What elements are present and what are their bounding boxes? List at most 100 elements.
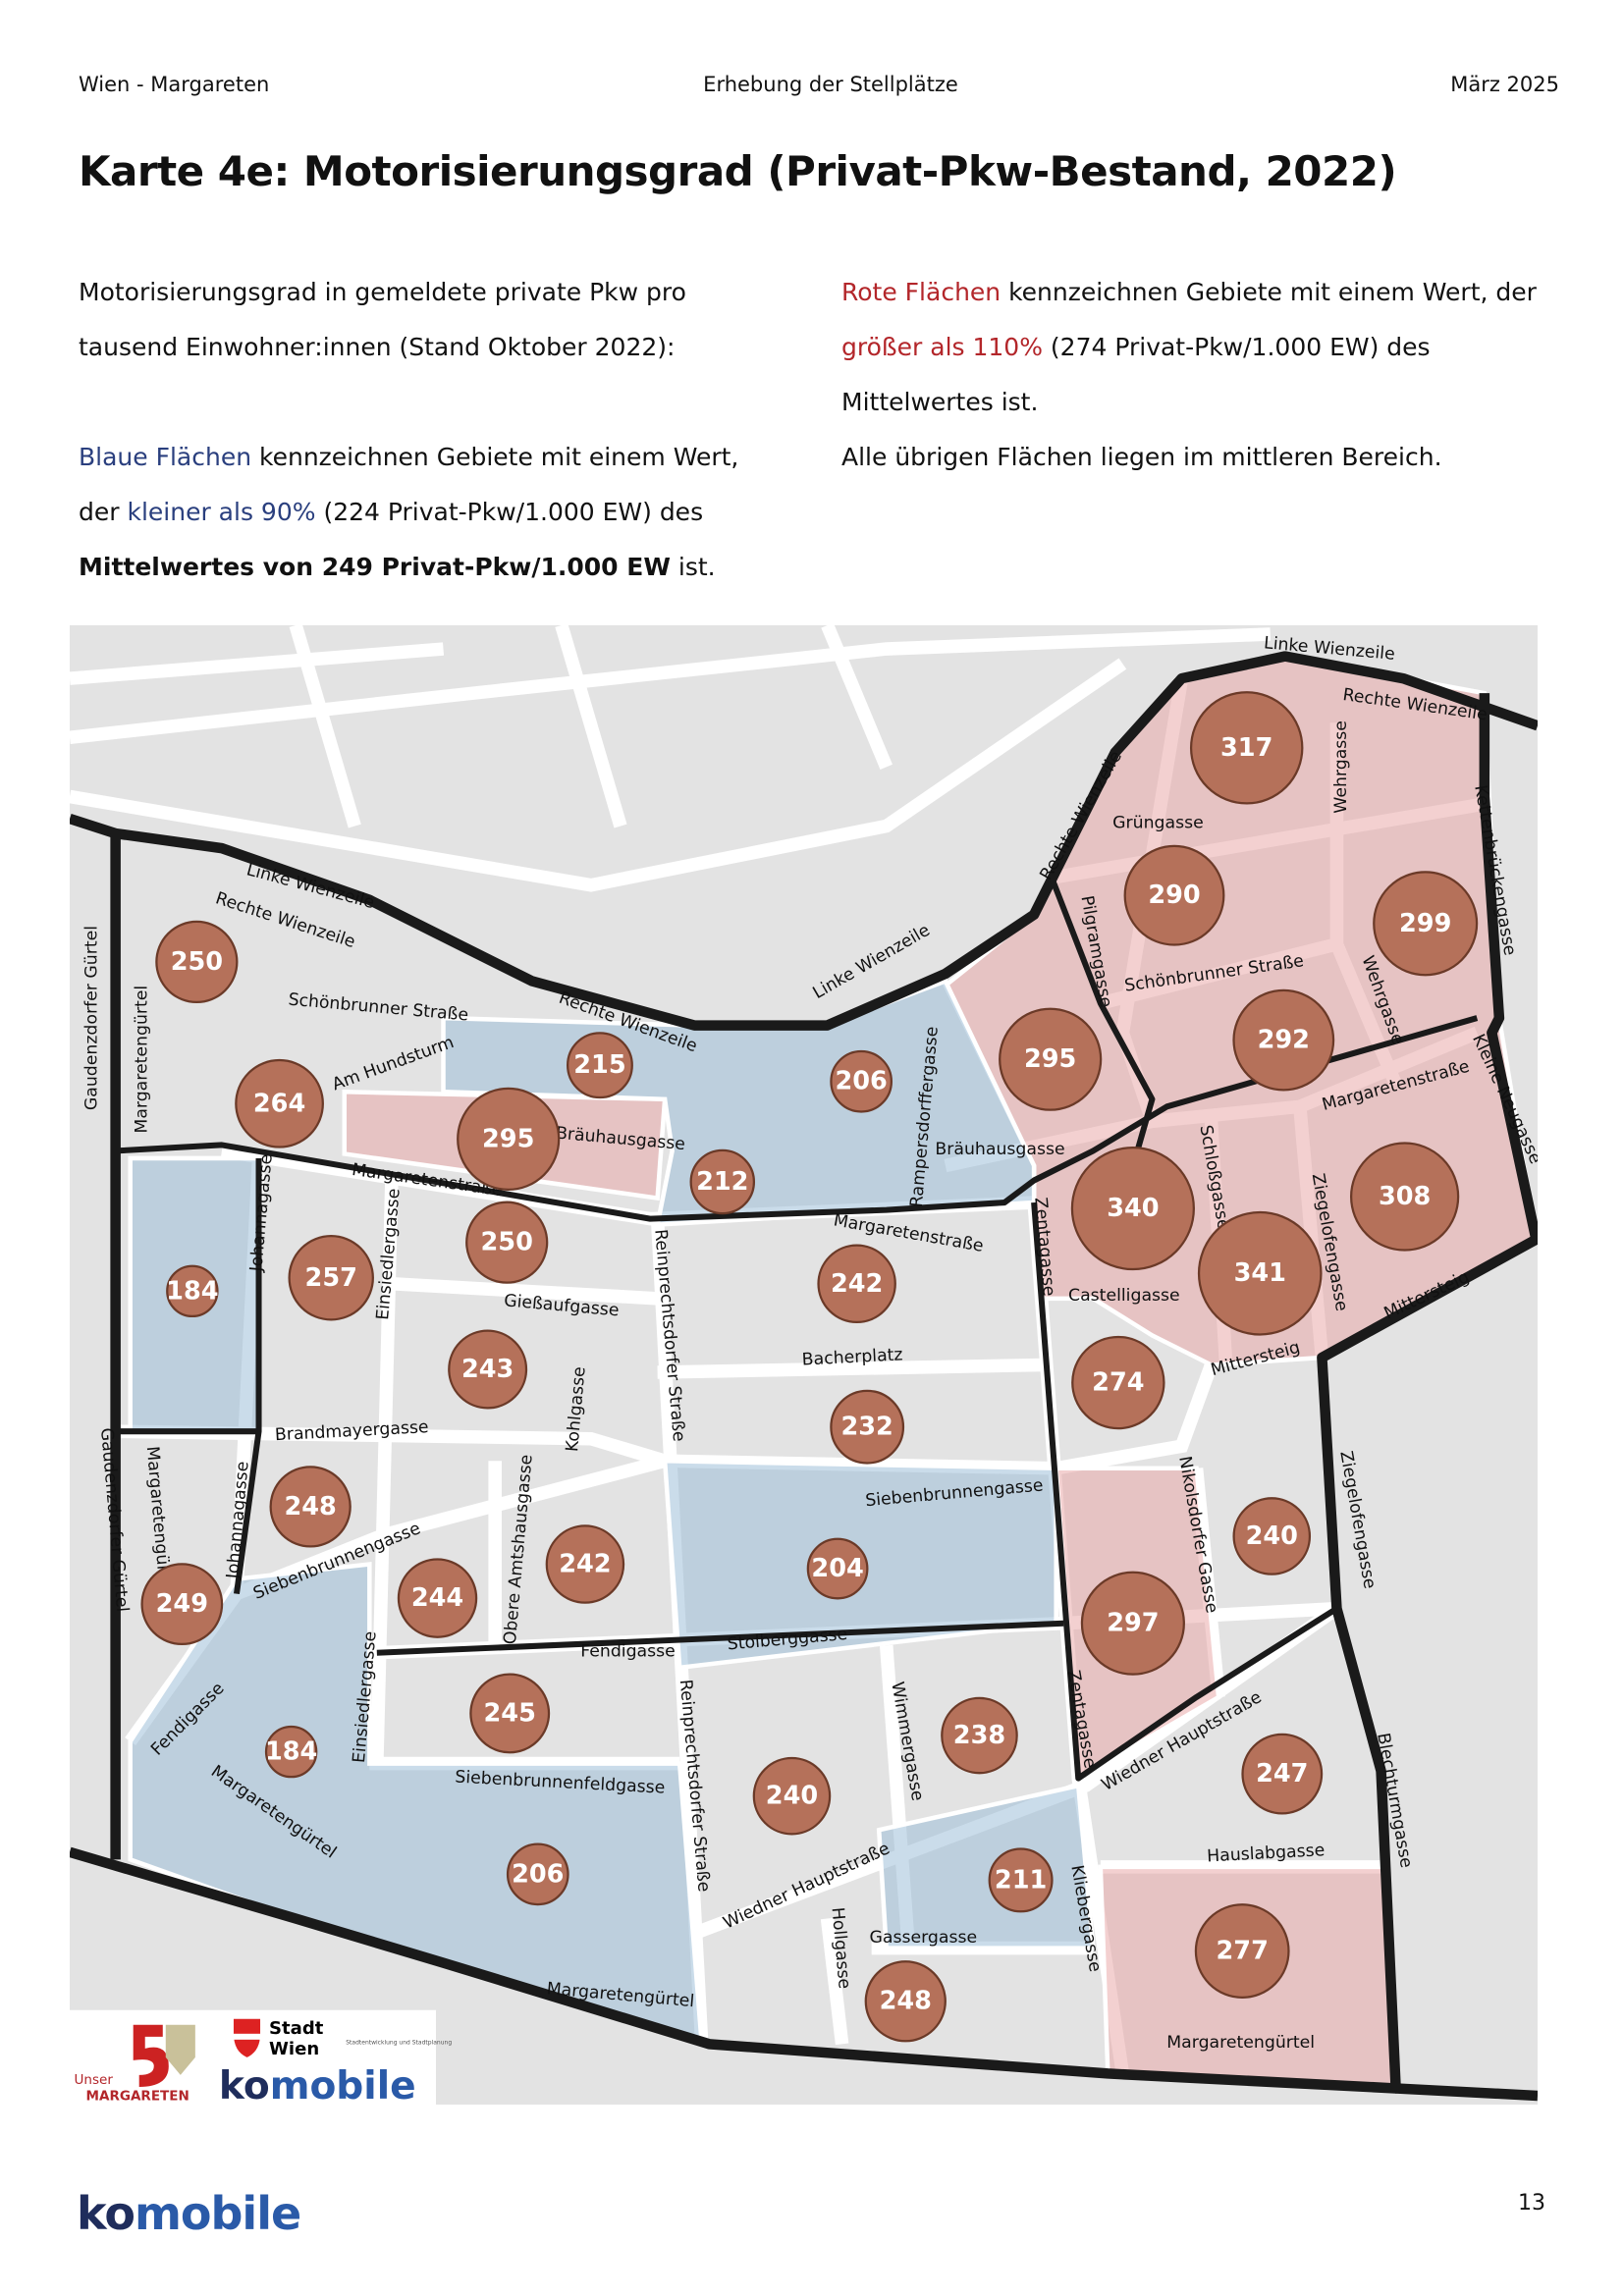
- area-value: 340: [1107, 1194, 1159, 1223]
- street-label: Fendigasse: [580, 1641, 676, 1661]
- area-circle: [506, 1842, 569, 1906]
- street-label: Wehrgasse: [1331, 721, 1351, 814]
- area-value: 257: [305, 1263, 357, 1293]
- area-value: 248: [285, 1492, 337, 1522]
- area-circle: [752, 1756, 832, 1836]
- area-value: 295: [482, 1124, 534, 1153]
- area-circle: [155, 920, 239, 1004]
- text-span: kennzeichnen Gebiete mit einem Wert, der: [1001, 278, 1537, 306]
- area-value: 240: [766, 1782, 818, 1811]
- area-circle: [465, 1201, 549, 1284]
- street-label: Margaretengürtel: [133, 986, 152, 1134]
- text-span: Rote Flächen: [841, 278, 1001, 306]
- area-circle: [166, 1264, 219, 1318]
- area-circle: [689, 1148, 756, 1215]
- area-circle: [1071, 1335, 1165, 1430]
- area-circle: [566, 1032, 633, 1099]
- footer-logo: komobile: [77, 2187, 301, 2240]
- footer-ko: ko: [77, 2187, 135, 2240]
- area-value: 212: [696, 1167, 748, 1197]
- area-circle: [806, 1537, 869, 1600]
- area-value: 243: [461, 1355, 514, 1384]
- logo-shape: [165, 2024, 195, 2075]
- area-circle: [1080, 1571, 1185, 1676]
- area-circle: [1123, 844, 1225, 946]
- left-column: Motorisierungsgrad in gemeldete private …: [79, 265, 785, 595]
- area-value: 341: [1234, 1258, 1286, 1288]
- area-circle: [457, 1087, 561, 1191]
- area-value: 204: [811, 1554, 863, 1583]
- logo-text: Stadt: [269, 2018, 324, 2039]
- area-values: 317 290 299 295 292 340 341 308 250 264 215 295 206 2…: [140, 691, 1479, 2043]
- area-value: 308: [1379, 1182, 1431, 1211]
- area-circle: [469, 1673, 551, 1754]
- text-span: Blaue Flächen: [79, 443, 252, 471]
- area-value: 290: [1148, 881, 1200, 910]
- area-value: 238: [953, 1721, 1005, 1750]
- area-value: 277: [1217, 1937, 1269, 1966]
- area-value: 232: [841, 1413, 893, 1442]
- area-value: 274: [1092, 1368, 1144, 1398]
- text-span: kennzeichnen Gebiete mit einem Wert, der: [79, 443, 739, 526]
- intro: Motorisierungsgrad in gemeldete private …: [79, 278, 686, 361]
- text-span: ist.: [670, 553, 716, 581]
- area-circle: [830, 1389, 905, 1465]
- area-circle: [1232, 1497, 1312, 1575]
- section-lines: [115, 877, 1479, 1782]
- right-column: Rote Flächen kennzeichnen Gebiete mit ei…: [841, 265, 1548, 485]
- page-number: 13: [1518, 2191, 1545, 2216]
- area-value: 297: [1107, 1609, 1159, 1638]
- wien-shield-bar: [233, 2033, 261, 2040]
- area-value: 184: [166, 1276, 218, 1306]
- area-value: 240: [1246, 1522, 1298, 1551]
- logo-ko: ko: [219, 2064, 270, 2105]
- area-circle: [545, 1524, 625, 1604]
- area-circle: [264, 1725, 318, 1779]
- area-circle: [140, 1563, 224, 1646]
- blue-text: Blaue Flächen kennzeichnen Gebiete mit e…: [79, 430, 771, 595]
- area-value: 215: [573, 1050, 625, 1080]
- street-label: Margaretengürtel: [1166, 2033, 1315, 2053]
- logo-box: Unser MARGARETEN Stadt Wien Stadtentwick…: [70, 2009, 452, 2105]
- area-value: 249: [156, 1589, 208, 1619]
- area-circle: [1349, 1142, 1460, 1252]
- area-circle: [1070, 1146, 1195, 1271]
- street-label: Gassergasse: [870, 1928, 978, 1948]
- area-circle: [864, 1960, 947, 2043]
- street-label: Bräuhausgasse: [935, 1140, 1064, 1159]
- area-circle: [1197, 1210, 1323, 1336]
- area-value: 211: [995, 1865, 1047, 1895]
- logo-mobile: mobile: [270, 2064, 416, 2105]
- area-value: 317: [1220, 733, 1272, 763]
- text-span: (274 Privat-Pkw/1.000 EW) des Mittelwert…: [841, 333, 1431, 416]
- other-text: Alle übrigen Flächen liegen im mittleren…: [841, 443, 1442, 471]
- text-span: größer als 110%: [841, 333, 1043, 361]
- street-label: Grüngasse: [1112, 814, 1204, 833]
- text-span: (224 Privat-Pkw/1.000 EW) des: [315, 498, 704, 526]
- street-label: Castelligasse: [1068, 1286, 1180, 1306]
- area-value: 244: [411, 1583, 463, 1613]
- logo-text: komobile: [219, 2064, 416, 2105]
- area-circle: [817, 1244, 896, 1324]
- area-circle: [1194, 1903, 1290, 1999]
- area-value: 242: [831, 1269, 883, 1299]
- area-circle: [1373, 871, 1479, 977]
- logo-text: MARGARETEN: [86, 2088, 189, 2104]
- area-circle: [830, 1049, 893, 1113]
- logo-text: Wien: [269, 2039, 319, 2059]
- area-value: 184: [265, 1737, 317, 1767]
- title: Karte 4e: Motorisierungsgrad (Privat-Pkw…: [79, 147, 1397, 195]
- district-boundary: [70, 651, 1538, 2102]
- area-circle: [448, 1329, 528, 1410]
- area-circle: [288, 1235, 374, 1321]
- header-center: Erhebung der Stellplätze: [703, 73, 958, 96]
- logo-five: [133, 2024, 169, 2087]
- area-value: 242: [559, 1550, 611, 1579]
- header-right: März 2025: [1450, 73, 1559, 96]
- logo-text: Stadtentwicklung und Stadtplanung: [346, 2039, 452, 2046]
- area-value: 250: [171, 947, 223, 977]
- area-value: 264: [253, 1089, 305, 1118]
- area-circle: [1232, 988, 1335, 1092]
